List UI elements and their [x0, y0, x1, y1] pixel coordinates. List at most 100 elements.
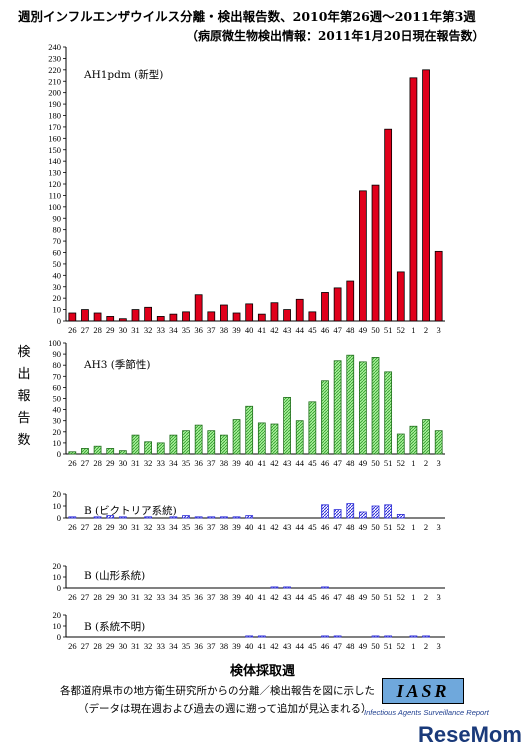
x-tick-label: 40 [245, 592, 254, 602]
iasr-logo-subtitle: Infectious Agents Surveillance Report [364, 708, 489, 717]
footnote-1: 各都道府県市の地方衛生研究所からの分離／検出報告を図に示した [60, 685, 375, 697]
x-tick-label: 38 [220, 592, 229, 602]
x-tick-label: 51 [384, 641, 393, 651]
bar-ah1-3 [434, 250, 443, 322]
y-tick-label: 90 [53, 349, 62, 359]
bar-ah1-32 [144, 306, 152, 322]
y-tick-label: 150 [48, 145, 61, 155]
bar-ah1-36 [194, 294, 203, 322]
y-tick-label: 80 [53, 225, 62, 235]
bar-ah3-33 [156, 442, 165, 455]
y-tick-label: 180 [48, 111, 61, 121]
x-tick-label: 41 [258, 325, 267, 335]
x-tick-label: 3 [437, 522, 441, 532]
x-tick-label: 27 [81, 458, 90, 468]
bar-ah3-39 [232, 419, 241, 455]
bar-ah1-41 [257, 313, 266, 322]
y-tick-label: 0 [57, 316, 61, 326]
x-tick-label: 1 [411, 522, 415, 532]
y-tick-label: 70 [53, 371, 62, 381]
x-tick-label: 36 [194, 325, 203, 335]
bar-bunk-40 [245, 635, 254, 638]
x-tick-label: 48 [346, 592, 355, 602]
x-tick-label: 27 [81, 522, 90, 532]
y-tick-label: 140 [48, 156, 61, 166]
bar-ah1-30 [118, 318, 127, 322]
y-tick-label: 80 [53, 360, 62, 370]
y-tick-label: 60 [53, 248, 62, 258]
x-tick-label: 32 [144, 458, 153, 468]
x-tick-label: 50 [371, 592, 380, 602]
y-tick-label: 100 [48, 202, 61, 212]
bar-ah1-52 [396, 271, 405, 322]
bar-ah3-27 [81, 448, 89, 455]
panel-label: B (系統不明) [84, 620, 145, 633]
y-tick-label: 70 [53, 236, 62, 246]
x-tick-label: 39 [232, 522, 241, 532]
x-tick-label: 50 [371, 641, 380, 651]
bar-bvic-49 [359, 511, 367, 519]
x-tick-label: 52 [397, 641, 406, 651]
y-axis-label: 検 出 報 告 数 [14, 342, 34, 452]
x-tick-label: 40 [245, 641, 254, 651]
x-tick-label: 26 [68, 592, 77, 602]
y-axis-char: 検 [17, 345, 31, 360]
x-tick-label: 41 [258, 458, 267, 468]
bar-ah1-47 [333, 287, 342, 322]
x-tick-label: 37 [207, 458, 216, 468]
x-tick-label: 33 [157, 641, 166, 651]
y-tick-label: 50 [53, 259, 62, 269]
x-tick-label: 30 [119, 592, 128, 602]
x-tick-label: 52 [397, 522, 406, 532]
bar-ah1-27 [81, 309, 89, 322]
x-tick-label: 32 [144, 592, 153, 602]
x-tick-label: 44 [295, 592, 304, 602]
x-tick-label: 42 [270, 522, 279, 532]
x-tick-label: 1 [411, 592, 415, 602]
y-tick-label: 110 [49, 190, 61, 200]
x-tick-label: 51 [384, 458, 393, 468]
panel-label: B (ビクトリア系統) [84, 504, 177, 517]
x-tick-label: 50 [371, 325, 380, 335]
x-tick-label: 52 [397, 592, 406, 602]
y-tick-label: 30 [53, 416, 62, 426]
bar-ah1-50 [371, 184, 380, 322]
x-tick-label: 2 [424, 641, 428, 651]
x-tick-label: 31 [131, 458, 140, 468]
x-tick-label: 43 [283, 592, 292, 602]
y-tick-label: 170 [48, 122, 61, 132]
bar-ah1-40 [245, 303, 254, 322]
x-tick-label: 42 [270, 325, 279, 335]
y-tick-label: 10 [53, 438, 62, 448]
x-tick-label: 42 [270, 641, 279, 651]
x-tick-label: 26 [68, 641, 77, 651]
bar-bvic-32 [144, 516, 152, 519]
panel-ah1: 0102030405060708090100110120130140150160… [48, 42, 445, 335]
bar-ah3-37 [207, 430, 216, 455]
y-tick-label: 40 [53, 405, 62, 415]
x-tick-label: 27 [81, 592, 90, 602]
y-tick-label: 90 [53, 213, 62, 223]
bar-ah1-39 [232, 312, 241, 322]
bar-bvic-30 [118, 516, 127, 519]
y-tick-label: 120 [48, 179, 61, 189]
bar-bvic-39 [232, 516, 241, 519]
x-tick-label: 35 [182, 592, 191, 602]
y-tick-label: 130 [48, 168, 61, 178]
x-tick-label: 51 [384, 592, 393, 602]
x-tick-label: 46 [321, 325, 330, 335]
bar-ah3-1 [409, 425, 418, 455]
x-tick-label: 26 [68, 522, 77, 532]
x-tick-label: 32 [144, 522, 153, 532]
y-axis-char: 出 [17, 367, 31, 382]
bar-ah1-26 [68, 312, 77, 322]
x-tick-label: 2 [424, 325, 428, 335]
x-tick-label: 42 [270, 458, 279, 468]
y-tick-label: 40 [53, 270, 62, 280]
bar-ah3-44 [295, 420, 304, 455]
x-tick-label: 30 [119, 458, 128, 468]
bar-ah3-26 [68, 451, 77, 455]
bar-ah3-43 [283, 396, 291, 455]
